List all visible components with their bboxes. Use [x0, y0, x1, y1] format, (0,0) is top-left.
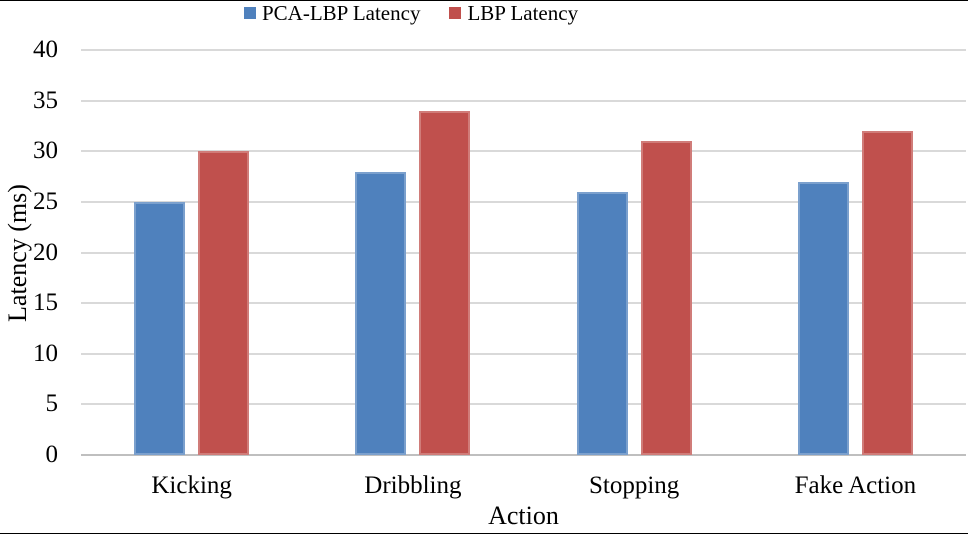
y-tick-label-40: 40 [33, 36, 58, 63]
gridline-y-15 [81, 302, 966, 305]
bar-pca-lbp-latency-fake-action [797, 181, 849, 455]
x-axis-category-labels: Kicking Dribbling Stopping Fake Action [81, 471, 966, 501]
x-category-label-dribbling: Dribbling [364, 472, 462, 499]
gridline-y-30 [81, 150, 966, 153]
bar-pca-lbp-latency-dribbling [355, 171, 407, 455]
bar-pca-lbp-latency-kicking [134, 201, 186, 455]
bar-group-kicking [81, 50, 302, 455]
bar-group-stopping [524, 50, 745, 455]
gridline-y-40 [81, 49, 966, 51]
chart-legend: PCA-LBP Latency LBP Latency [244, 1, 578, 25]
y-axis-tick-labels: 0 5 10 15 20 25 30 35 40 [0, 36, 59, 468]
bar-lbp-latency-kicking [198, 151, 250, 455]
gridline-y-25 [81, 200, 966, 203]
bar-groups [81, 50, 966, 455]
gridline-y-35 [81, 99, 966, 102]
y-tick-label-0: 0 [45, 441, 59, 468]
x-category-label-stopping: Stopping [588, 472, 680, 499]
gridline-y-5 [81, 403, 966, 406]
legend-label-pca-lbp-latency: PCA-LBP Latency [262, 1, 421, 25]
gridline-y-20 [81, 251, 966, 254]
plot-area [81, 49, 966, 456]
bar-group-fake-action [745, 50, 966, 455]
y-tick-label-10: 10 [33, 339, 58, 367]
legend-label-lbp-latency: LBP Latency [467, 1, 579, 25]
y-tick-label-5: 5 [45, 390, 59, 418]
x-category-label-fake-action: Fake Action [794, 472, 917, 499]
bar-group-dribbling [302, 50, 523, 455]
legend-swatch-lbp-icon [449, 7, 462, 19]
y-tick-label-20: 20 [33, 238, 58, 266]
legend-swatch-pca-lbp-icon [244, 7, 256, 19]
x-axis-title: Action [488, 501, 559, 530]
legend-entry-lbp-latency: LBP Latency [449, 2, 578, 24]
legend-entry-pca-lbp-latency: PCA-LBP Latency [244, 2, 420, 24]
y-tick-label-30: 30 [33, 137, 58, 165]
bar-lbp-latency-stopping [640, 141, 692, 455]
bar-pca-lbp-latency-stopping [576, 191, 628, 455]
y-tick-label-25: 25 [33, 187, 58, 215]
gridline-y-10 [81, 352, 966, 355]
y-tick-label-15: 15 [33, 289, 58, 317]
bar-lbp-latency-fake-action [861, 131, 913, 455]
x-axis-line [81, 454, 966, 456]
y-tick-label-35: 35 [33, 86, 58, 114]
bar-lbp-latency-dribbling [419, 110, 471, 455]
x-category-label-kicking: Kicking [151, 472, 232, 499]
